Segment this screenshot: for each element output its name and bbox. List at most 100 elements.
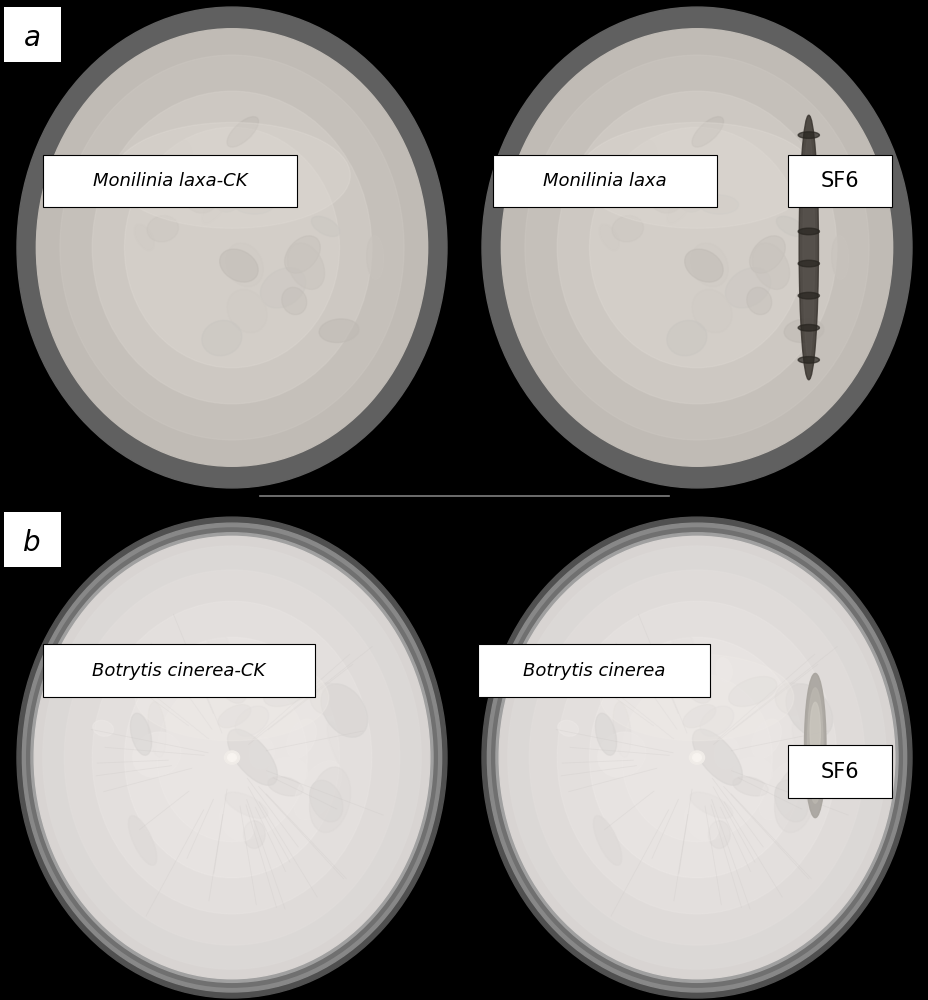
Text: SF6: SF6 bbox=[819, 762, 858, 782]
Ellipse shape bbox=[124, 637, 339, 878]
Ellipse shape bbox=[797, 324, 818, 331]
Ellipse shape bbox=[758, 761, 806, 820]
FancyBboxPatch shape bbox=[43, 644, 315, 697]
Ellipse shape bbox=[133, 732, 181, 777]
Ellipse shape bbox=[182, 171, 220, 213]
Ellipse shape bbox=[17, 7, 446, 488]
Ellipse shape bbox=[124, 127, 339, 368]
Ellipse shape bbox=[589, 127, 804, 368]
Ellipse shape bbox=[487, 523, 906, 992]
Ellipse shape bbox=[691, 289, 731, 333]
Ellipse shape bbox=[689, 751, 703, 764]
Ellipse shape bbox=[135, 654, 329, 741]
Ellipse shape bbox=[725, 268, 770, 308]
Ellipse shape bbox=[797, 164, 818, 171]
Ellipse shape bbox=[226, 117, 258, 147]
Ellipse shape bbox=[593, 816, 621, 865]
Text: Monilinia laxa-CK: Monilinia laxa-CK bbox=[93, 172, 247, 190]
FancyBboxPatch shape bbox=[478, 644, 709, 697]
Ellipse shape bbox=[43, 546, 420, 969]
Ellipse shape bbox=[482, 517, 911, 998]
Ellipse shape bbox=[491, 18, 901, 477]
Ellipse shape bbox=[482, 7, 911, 488]
Ellipse shape bbox=[113, 122, 350, 228]
Ellipse shape bbox=[612, 702, 630, 757]
Ellipse shape bbox=[809, 702, 819, 760]
FancyBboxPatch shape bbox=[4, 7, 61, 62]
Ellipse shape bbox=[327, 722, 363, 786]
Ellipse shape bbox=[690, 792, 732, 818]
Ellipse shape bbox=[367, 236, 383, 279]
Ellipse shape bbox=[92, 601, 371, 914]
FancyBboxPatch shape bbox=[4, 512, 61, 567]
Text: a: a bbox=[23, 24, 41, 52]
Ellipse shape bbox=[578, 122, 815, 228]
Ellipse shape bbox=[589, 637, 804, 878]
Text: SF6: SF6 bbox=[819, 171, 858, 191]
Ellipse shape bbox=[17, 517, 446, 998]
Ellipse shape bbox=[22, 523, 441, 992]
Ellipse shape bbox=[281, 287, 306, 315]
Ellipse shape bbox=[287, 243, 324, 289]
Ellipse shape bbox=[831, 236, 848, 279]
Ellipse shape bbox=[264, 676, 312, 706]
Ellipse shape bbox=[666, 186, 696, 223]
Ellipse shape bbox=[60, 55, 404, 440]
Ellipse shape bbox=[135, 224, 154, 251]
Ellipse shape bbox=[776, 216, 804, 237]
Ellipse shape bbox=[774, 767, 815, 833]
Ellipse shape bbox=[487, 13, 906, 482]
Ellipse shape bbox=[498, 536, 894, 979]
Ellipse shape bbox=[22, 13, 441, 482]
Ellipse shape bbox=[319, 319, 358, 343]
Ellipse shape bbox=[684, 803, 718, 841]
Ellipse shape bbox=[557, 91, 836, 404]
Ellipse shape bbox=[797, 357, 818, 363]
Ellipse shape bbox=[218, 705, 251, 728]
Ellipse shape bbox=[700, 706, 733, 736]
Ellipse shape bbox=[219, 249, 258, 282]
Ellipse shape bbox=[797, 132, 818, 138]
Ellipse shape bbox=[64, 570, 399, 945]
Ellipse shape bbox=[732, 757, 772, 787]
Ellipse shape bbox=[692, 754, 701, 761]
Ellipse shape bbox=[806, 688, 822, 803]
Ellipse shape bbox=[524, 55, 868, 440]
Ellipse shape bbox=[227, 754, 236, 761]
Ellipse shape bbox=[310, 683, 343, 715]
Ellipse shape bbox=[267, 757, 307, 787]
Ellipse shape bbox=[804, 673, 825, 818]
Ellipse shape bbox=[226, 243, 263, 287]
Ellipse shape bbox=[267, 777, 303, 796]
Ellipse shape bbox=[802, 135, 814, 360]
Ellipse shape bbox=[309, 780, 342, 822]
Ellipse shape bbox=[219, 803, 253, 841]
Ellipse shape bbox=[714, 737, 739, 769]
Ellipse shape bbox=[671, 622, 694, 665]
Ellipse shape bbox=[311, 216, 340, 237]
Ellipse shape bbox=[148, 702, 166, 757]
Ellipse shape bbox=[641, 156, 677, 199]
Ellipse shape bbox=[36, 29, 427, 466]
Ellipse shape bbox=[677, 182, 705, 212]
Ellipse shape bbox=[508, 546, 885, 969]
Ellipse shape bbox=[684, 249, 722, 282]
Ellipse shape bbox=[491, 528, 901, 987]
Text: Monilinia laxa: Monilinia laxa bbox=[543, 172, 666, 190]
Text: Botrytis cinerea: Botrytis cinerea bbox=[522, 662, 664, 680]
Ellipse shape bbox=[157, 673, 307, 842]
Ellipse shape bbox=[93, 720, 113, 736]
Ellipse shape bbox=[612, 216, 643, 242]
Ellipse shape bbox=[690, 243, 728, 287]
FancyBboxPatch shape bbox=[43, 155, 297, 207]
Ellipse shape bbox=[234, 195, 273, 214]
Ellipse shape bbox=[161, 139, 192, 172]
Ellipse shape bbox=[130, 713, 151, 755]
Ellipse shape bbox=[699, 195, 738, 214]
FancyBboxPatch shape bbox=[787, 155, 891, 207]
Ellipse shape bbox=[34, 536, 430, 979]
Ellipse shape bbox=[147, 216, 178, 242]
Ellipse shape bbox=[708, 821, 729, 848]
Ellipse shape bbox=[597, 732, 645, 777]
Ellipse shape bbox=[249, 737, 274, 769]
